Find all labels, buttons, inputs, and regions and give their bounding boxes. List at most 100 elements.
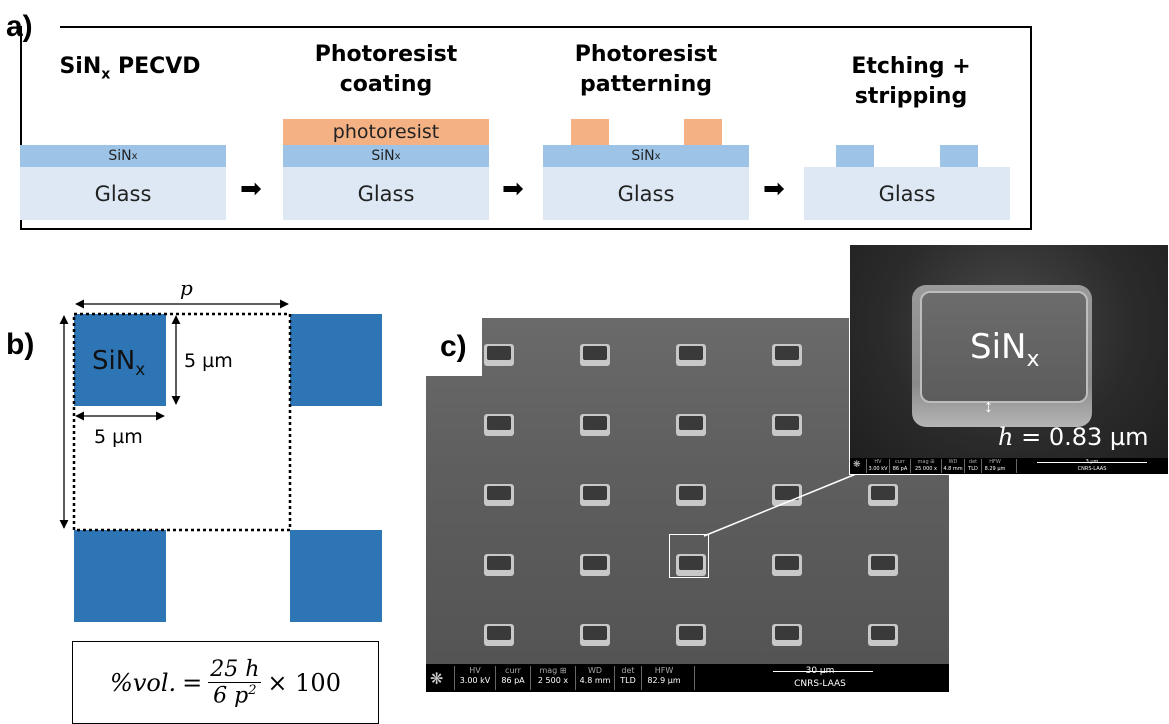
step-1-glass: Glass [20, 167, 226, 220]
arrow-right-icon: ➡ [763, 174, 785, 204]
sem-inset: SiNx ↕ h = 0.83 µm ❋ HV 3.00 kV curr 86 pA m… [849, 244, 1169, 475]
databar-value: 82.9 µm [647, 676, 681, 686]
panel-b-label: b) [6, 328, 35, 361]
sem-pillar [676, 484, 706, 506]
sem-pillar [676, 554, 706, 576]
sem-pillar [580, 484, 610, 506]
formula-lhs: %vol. [110, 668, 177, 697]
arrow-right-icon: ➡ [240, 174, 262, 204]
panel-a-frame-top [60, 26, 1032, 28]
volume-formula-box: %vol. = 25 h 6 p2 × 100 [72, 641, 379, 724]
formula-denominator: 6 p2 [213, 682, 257, 709]
inset-databar: ❋ HV 3.00 kV curr 86 pA mag ⊞ 25 000 x WD 4.8 m… [850, 458, 1168, 474]
sem-pillar [868, 554, 898, 576]
databar-value: 25 000 x [914, 465, 938, 472]
databar-cell: curr 86 pA [495, 666, 530, 690]
databar-cell: det TLD [964, 459, 981, 473]
databar-value: 4.8 mm [579, 676, 611, 686]
databar-value: 86 pA [501, 676, 525, 686]
formula-times: × 100 [267, 668, 341, 697]
sem-pillar [772, 554, 802, 576]
databar-value: 86 pA [892, 465, 908, 472]
step-4-title: Etching + stripping [851, 54, 971, 109]
inset-scale-line [1037, 462, 1147, 463]
databar-cell: HV 3.00 kV [866, 459, 889, 473]
databar-cell: mag ⊞ 25 000 x [910, 459, 941, 473]
sem-pillar [772, 414, 802, 436]
sin-square [290, 314, 382, 406]
fei-logo-icon: ❋ [430, 669, 444, 688]
panel-a-frame-topleft [20, 40, 22, 42]
step-3-photoresist-block [571, 119, 609, 145]
sem-pillar [772, 624, 802, 646]
step-4-glass: Glass [804, 167, 1010, 220]
step-4-sin-pillar [836, 145, 874, 167]
step-3-glass: Glass [543, 167, 749, 220]
databar-header: curr [895, 459, 905, 465]
databar-header: HV [874, 459, 882, 465]
step-1-title: SiNx PECVD [59, 54, 201, 83]
step-2-sin-layer: SiN x [283, 145, 489, 167]
p-label: p [180, 276, 193, 300]
databar-value: 4.8 mm [943, 465, 963, 472]
databar-cell: det TLD [614, 666, 641, 690]
sem-pillar [484, 344, 514, 366]
inset-lab-label: CNRS-LAAS [1077, 466, 1107, 472]
sem-pillar [580, 414, 610, 436]
height-label: h = 0.83 µm [998, 423, 1149, 451]
sem-databar: ❋ HV 3.00 kV curr 86 pA mag ⊞ 2 500 x WD 4.8 mm… [426, 664, 949, 692]
formula-fraction: 25 h 6 p2 [208, 656, 262, 709]
sin-square [74, 530, 166, 622]
panel-c-label-bg [426, 318, 482, 376]
databar-cells: HV 3.00 kV curr 86 pA mag ⊞ 2 500 x WD 4.8 mm de… [454, 666, 686, 690]
databar-value: TLD [968, 465, 978, 472]
sem-pillar [580, 344, 610, 366]
step-4-sin-pillar [940, 145, 978, 167]
databar-cell: curr 86 pA [889, 459, 910, 473]
sem-pillar [580, 554, 610, 576]
databar-header: HV [469, 666, 481, 675]
databar-cell: WD 4.8 mm [575, 666, 614, 690]
sem-pillar [676, 344, 706, 366]
scale-bar: 30 µm CNRS-LAAS [694, 666, 945, 690]
databar-value: 2 500 x [537, 676, 569, 686]
sem-pillar [676, 624, 706, 646]
databar-value: 3.00 kV [459, 676, 491, 686]
formula-equals: = [182, 668, 203, 697]
panel-a-frame [20, 26, 1032, 230]
sem-pillar [484, 554, 514, 576]
formula-numerator: 25 h [208, 656, 262, 683]
databar-value: 3.00 kV [868, 465, 888, 472]
databar-cell: WD 4.8 mm [941, 459, 964, 473]
inset-sin-label: SiNx [970, 327, 1040, 372]
sin-square [290, 530, 382, 622]
inset-pillar-top [920, 291, 1088, 403]
sem-pillar [484, 484, 514, 506]
panel-a-label: a) [6, 10, 33, 43]
step-3-title: Photoresist patterning [574, 42, 718, 97]
step-3-photoresist-block [684, 119, 722, 145]
sem-pillar [484, 414, 514, 436]
step-3-sin-layer: SiN x [543, 145, 749, 167]
sin-square [74, 314, 166, 406]
databar-header: mag ⊞ [917, 459, 935, 465]
databar-header: mag ⊞ [539, 666, 567, 675]
sin-square-label: SiNx [92, 346, 146, 381]
height-arrow-icon: ↕ [984, 396, 993, 416]
databar-cell: HV 3.00 kV [454, 666, 495, 690]
databar-header: curr [505, 666, 521, 675]
step-2-glass: Glass [283, 167, 489, 220]
databar-cell: mag ⊞ 2 500 x [530, 666, 575, 690]
databar-cell: HFW 82.9 µm [641, 666, 686, 690]
step-2-photoresist-layer: photoresist [283, 119, 489, 145]
sem-pillar [772, 484, 802, 506]
pattern-diagram [59, 299, 382, 622]
databar-header: WD [587, 666, 603, 675]
inset-scale-bar: 3 µm CNRS-LAAS [1016, 459, 1167, 473]
step-1-sin-layer: SiN x [20, 145, 226, 167]
sem-pillar [676, 414, 706, 436]
arrow-right-icon: ➡ [502, 174, 524, 204]
sem-pillar [484, 624, 514, 646]
inset-databar-cells: HV 3.00 kV curr 86 pA mag ⊞ 25 000 x WD 4.8 mm d… [866, 459, 1008, 473]
sem-pillar [580, 624, 610, 646]
